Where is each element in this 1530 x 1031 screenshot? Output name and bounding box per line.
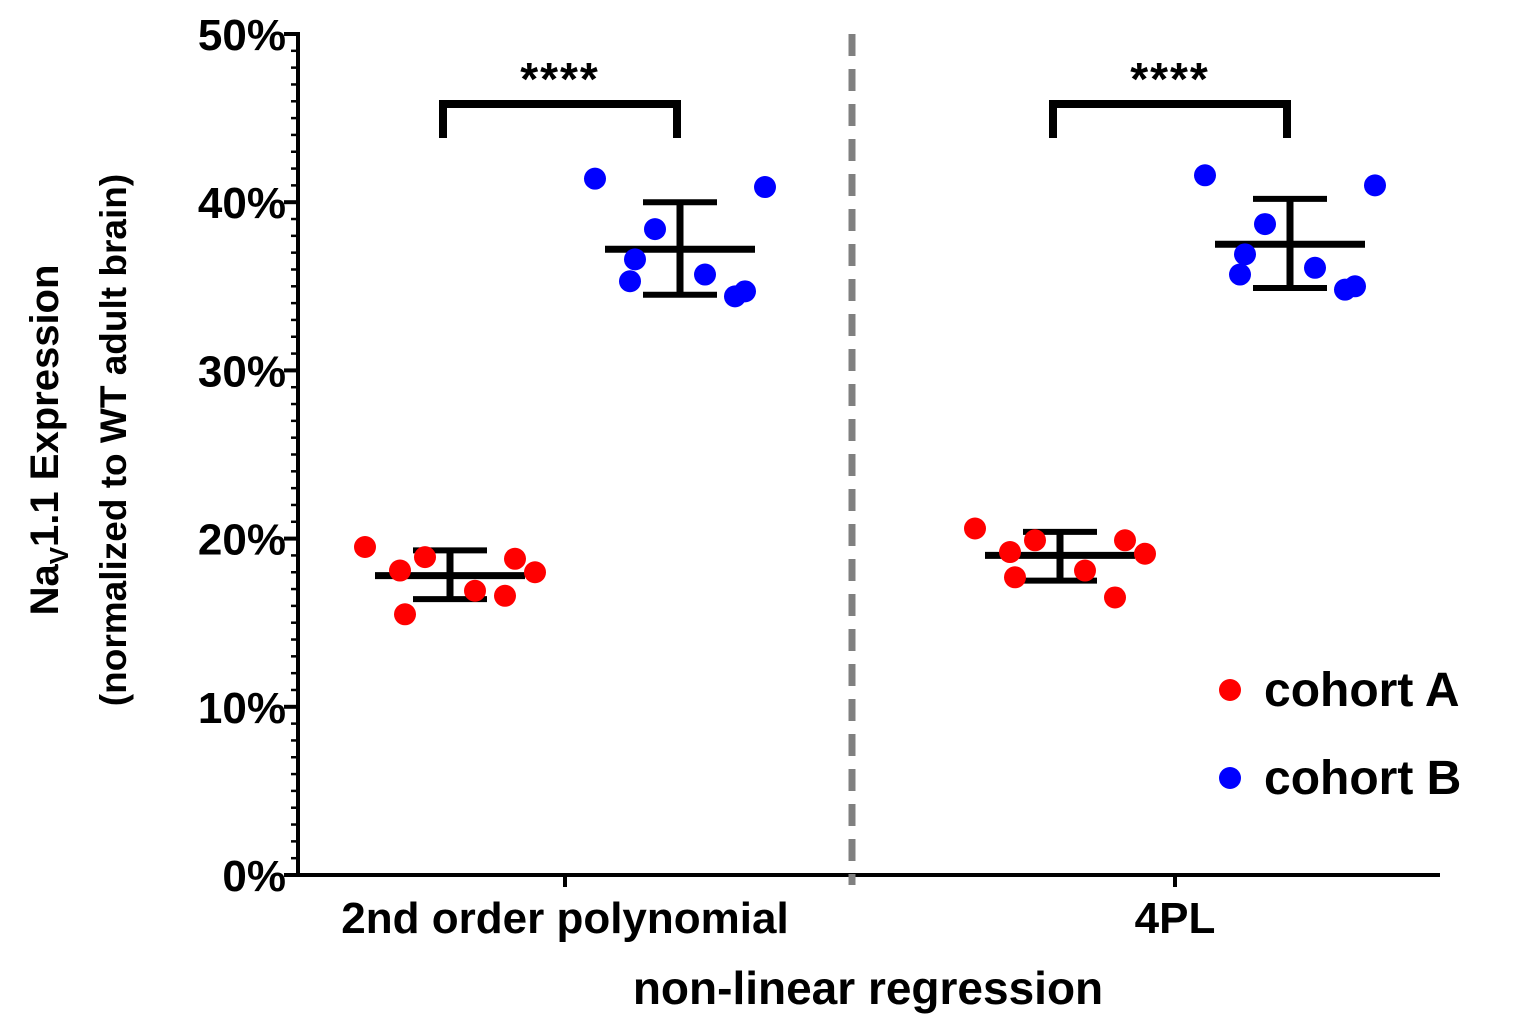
- significance-bracket: [1049, 100, 1291, 138]
- data-point: [464, 579, 486, 602]
- legend-label: cohort B: [1264, 752, 1461, 805]
- legend: cohort A cohort B: [1219, 664, 1461, 805]
- data-point: [1104, 586, 1126, 609]
- y-axis-label-line2: (normalized to WT adult brain): [93, 174, 134, 706]
- y-tick-label: 10%: [198, 684, 286, 733]
- data-point: [1254, 213, 1276, 236]
- legend-label: cohort A: [1264, 664, 1460, 717]
- data-point: [734, 280, 756, 303]
- legend-marker: [1219, 767, 1241, 789]
- data-point: [1344, 275, 1366, 298]
- y-tick-label: 40%: [198, 179, 286, 228]
- significance-label: ****: [1130, 53, 1210, 105]
- data-point: [624, 248, 646, 271]
- data-point: [1234, 243, 1256, 266]
- y-tick-label: 20%: [198, 516, 286, 565]
- data-point: [694, 263, 716, 286]
- significance-bracket: [439, 100, 681, 138]
- data-point: [414, 546, 436, 569]
- data-point: [1364, 174, 1386, 197]
- data-point: [964, 517, 986, 540]
- y-tick-label: 50%: [198, 11, 286, 60]
- y-tick-label: 30%: [198, 347, 286, 396]
- data-point: [644, 218, 666, 241]
- data-point: [1229, 263, 1251, 286]
- data-point: [504, 547, 526, 570]
- data-point: [584, 167, 606, 190]
- data-point: [524, 561, 546, 584]
- data-point: [1004, 566, 1026, 589]
- data-point: [1024, 529, 1046, 552]
- data-point: [619, 270, 641, 293]
- legend-marker: [1219, 679, 1241, 701]
- x-tick-label: 2nd order polynomial: [341, 894, 788, 943]
- data-point: [1134, 542, 1156, 565]
- data-point: [1194, 164, 1216, 187]
- data-points: [354, 164, 1386, 626]
- y-tick-label: 0%: [222, 852, 286, 901]
- x-tick-label: 4PL: [1135, 894, 1216, 943]
- y-axis: 0% 10% 20% 30% 40% 50%: [198, 11, 300, 901]
- error-bars: [375, 195, 1365, 603]
- data-point: [1114, 529, 1136, 552]
- data-point: [1074, 559, 1096, 582]
- x-axis: 2nd order polynomial 4PL: [296, 873, 1440, 943]
- y-axis-label-line1: NaV1.1 Expression: [23, 265, 74, 616]
- data-point: [754, 176, 776, 199]
- x-axis-label: non-linear regression: [633, 962, 1103, 1014]
- data-point: [999, 541, 1021, 564]
- data-point: [354, 536, 376, 559]
- data-point: [494, 584, 516, 607]
- data-point: [394, 603, 416, 626]
- significance-brackets: **** ****: [439, 53, 1291, 138]
- data-point: [389, 559, 411, 582]
- data-point: [1304, 256, 1326, 279]
- significance-label: ****: [520, 53, 600, 105]
